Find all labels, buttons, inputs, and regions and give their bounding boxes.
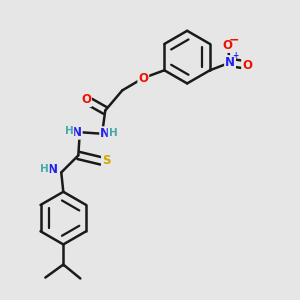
Text: N: N [100,127,110,140]
Text: O: O [81,93,91,106]
Text: S: S [102,154,110,167]
Text: H: H [64,126,74,136]
Text: N: N [225,56,235,69]
Text: +: + [232,51,238,60]
Text: O: O [242,58,252,71]
Text: N: N [48,163,58,176]
Text: −: − [229,33,240,46]
Text: H: H [40,164,49,174]
Text: H: H [109,128,117,138]
Text: O: O [138,71,148,85]
Text: N: N [72,126,82,139]
Text: O: O [223,39,232,52]
